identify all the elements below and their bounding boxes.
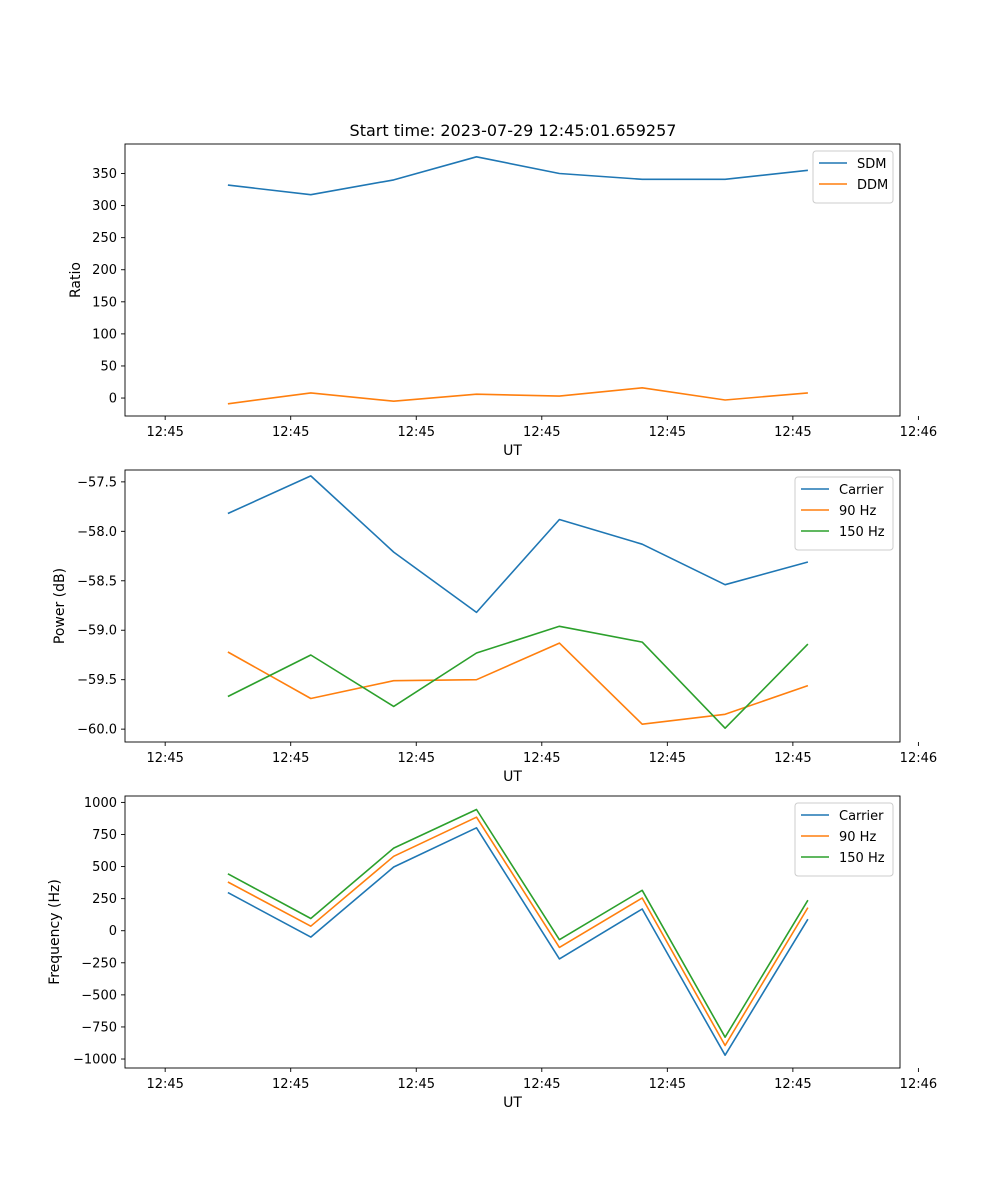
legend-label: Carrier (839, 809, 884, 824)
y-tick-label: 350 (92, 167, 117, 182)
x-tick-label: 12:45 (398, 425, 435, 440)
series-line-150-hz (227, 808, 809, 1038)
y-tick-label: −57.5 (77, 475, 117, 490)
y-tick-label: −58.0 (77, 525, 117, 540)
series-line-ddm (227, 386, 808, 405)
x-tick-label: 12:46 (900, 751, 937, 766)
x-tick-label: 12:45 (649, 1077, 686, 1092)
y-axis-label: Power (dB) (52, 568, 68, 644)
x-tick-label: 12:45 (398, 1077, 435, 1092)
panel-2: 12:45 12:45 12:45 12:45 12:45 12:45 12:46 −60.0… (52, 469, 937, 785)
series-line-sdm (227, 156, 808, 196)
y-axis-label: Frequency (Hz) (47, 879, 63, 985)
x-tick-label: 12:45 (398, 751, 435, 766)
y-tick-label: 100 (92, 327, 117, 342)
series-line-90-hz (227, 642, 809, 726)
legend-label: 90 Hz (839, 830, 876, 845)
axes-frame (124, 795, 901, 1069)
y-tick-label: 50 (100, 359, 117, 374)
chart-title: Start time: 2023-07-29 12:45:01.659257 (350, 121, 677, 140)
y-tick-label: −500 (81, 988, 117, 1003)
y-tick-label: −58.5 (77, 574, 117, 589)
x-tick-label: 12:45 (272, 1077, 309, 1092)
x-tick-label: 12:45 (146, 751, 183, 766)
y-tick-label: 150 (92, 295, 117, 310)
y-tick-label: −250 (81, 956, 117, 971)
y-axis-label: Ratio (68, 262, 84, 298)
axes-frame (124, 143, 901, 417)
series-line-carrier (227, 475, 809, 614)
y-tick-label: 500 (92, 860, 117, 875)
legend-label: 150 Hz (839, 525, 885, 540)
y-tick-label: −60.0 (77, 723, 117, 738)
x-tick-label: 12:45 (272, 751, 309, 766)
legend: SDM DDM (812, 150, 894, 204)
series-line-90-hz (227, 816, 809, 1047)
legend-label: 150 Hz (839, 851, 885, 866)
legend-label: SDM (857, 157, 886, 172)
x-axis-label: UT (503, 443, 522, 459)
x-tick-label: 12:46 (900, 425, 937, 440)
x-tick-label: 12:45 (649, 751, 686, 766)
series-line-150-hz (227, 625, 809, 730)
legend-label: Carrier (839, 483, 884, 498)
legend: Carrier 90 Hz 150 Hz (794, 476, 894, 551)
y-tick-label: 1000 (84, 796, 117, 811)
x-tick-label: 12:45 (774, 751, 811, 766)
x-tick-label: 12:45 (523, 751, 560, 766)
y-tick-label: 250 (92, 231, 117, 246)
y-tick-label: 250 (92, 892, 117, 907)
y-tick-label: −59.5 (77, 673, 117, 688)
x-tick-label: 12:45 (774, 1077, 811, 1092)
panel-1: 12:45 12:45 12:45 12:45 12:45 12:45 12:46 0 50 10… (68, 143, 937, 459)
x-tick-label: 12:46 (900, 1077, 937, 1092)
x-tick-label: 12:45 (523, 1077, 560, 1092)
y-tick-label: 750 (92, 828, 117, 843)
y-tick-label: 0 (109, 392, 117, 407)
series-line-carrier (227, 826, 809, 1056)
panel-3: 12:45 12:45 12:45 12:45 12:45 12:45 12:46 −1000… (47, 795, 937, 1111)
x-tick-label: 12:45 (146, 1077, 183, 1092)
legend-label: 90 Hz (839, 504, 876, 519)
x-axis-label: UT (503, 769, 522, 785)
y-tick-label: 0 (109, 924, 117, 939)
x-tick-label: 12:45 (774, 425, 811, 440)
y-tick-label: −750 (81, 1020, 117, 1035)
x-tick-label: 12:45 (146, 425, 183, 440)
y-tick-label: −59.0 (77, 624, 117, 639)
y-tick-label: −1000 (73, 1053, 117, 1068)
y-tick-label: 200 (92, 263, 117, 278)
legend: Carrier 90 Hz 150 Hz (794, 802, 894, 877)
x-tick-label: 12:45 (649, 425, 686, 440)
axes-frame (124, 469, 901, 743)
legend-label: DDM (857, 178, 888, 193)
x-axis-label: UT (503, 1095, 522, 1111)
y-tick-label: 300 (92, 199, 117, 214)
x-tick-label: 12:45 (523, 425, 560, 440)
legend-box (812, 150, 894, 204)
x-tick-label: 12:45 (272, 425, 309, 440)
